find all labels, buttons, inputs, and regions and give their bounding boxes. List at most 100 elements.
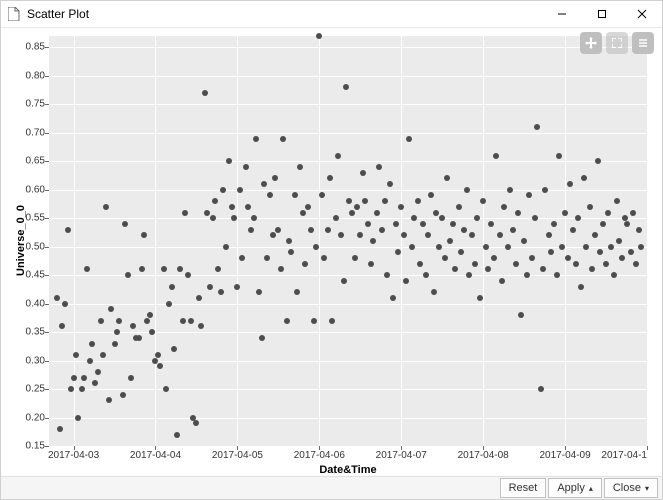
data-point bbox=[450, 221, 456, 227]
data-point bbox=[220, 187, 226, 193]
data-point bbox=[212, 198, 218, 204]
data-point bbox=[393, 221, 399, 227]
ytick-label: 0.80 bbox=[26, 70, 49, 81]
gridline-h bbox=[49, 247, 647, 248]
gridline-h bbox=[49, 418, 647, 419]
data-point bbox=[608, 244, 614, 250]
data-point bbox=[147, 312, 153, 318]
data-point bbox=[288, 249, 294, 255]
document-icon bbox=[7, 7, 21, 21]
data-point bbox=[341, 278, 347, 284]
data-point bbox=[79, 386, 85, 392]
data-point bbox=[546, 232, 552, 238]
data-point bbox=[95, 369, 101, 375]
ytick-label: 0.40 bbox=[26, 298, 49, 309]
data-point bbox=[313, 244, 319, 250]
data-point bbox=[84, 266, 90, 272]
gridline-h bbox=[49, 389, 647, 390]
xtick-label: 2017-04-07 bbox=[376, 446, 427, 461]
gridline-v bbox=[237, 36, 238, 446]
data-point bbox=[480, 198, 486, 204]
data-point bbox=[267, 192, 273, 198]
data-point bbox=[505, 244, 511, 250]
data-point bbox=[103, 204, 109, 210]
data-point bbox=[174, 432, 180, 438]
y-axis-title: Universe_0_0 bbox=[15, 205, 27, 276]
ytick-label: 0.55 bbox=[26, 213, 49, 224]
data-point bbox=[352, 255, 358, 261]
data-point bbox=[256, 289, 262, 295]
data-point bbox=[305, 204, 311, 210]
data-point bbox=[248, 227, 254, 233]
data-point bbox=[226, 158, 232, 164]
close-button[interactable] bbox=[622, 1, 662, 27]
data-point bbox=[616, 238, 622, 244]
data-point bbox=[253, 136, 259, 142]
close-panel-button[interactable]: Close▾ bbox=[604, 478, 658, 498]
gridline-h bbox=[49, 332, 647, 333]
data-point bbox=[382, 198, 388, 204]
data-point bbox=[229, 204, 235, 210]
data-point bbox=[316, 33, 322, 39]
data-point bbox=[204, 210, 210, 216]
apply-button[interactable]: Apply▴ bbox=[548, 478, 602, 498]
data-point bbox=[376, 164, 382, 170]
data-point bbox=[207, 284, 213, 290]
data-point bbox=[128, 375, 134, 381]
data-point bbox=[261, 181, 267, 187]
data-point bbox=[567, 181, 573, 187]
maximize-button[interactable] bbox=[582, 1, 622, 27]
data-point bbox=[365, 221, 371, 227]
data-point bbox=[81, 375, 87, 381]
reset-label: Reset bbox=[509, 482, 538, 494]
ytick-label: 0.45 bbox=[26, 270, 49, 281]
data-point bbox=[619, 255, 625, 261]
zoom-tool-icon[interactable] bbox=[606, 32, 628, 54]
data-point bbox=[534, 124, 540, 130]
data-point bbox=[327, 175, 333, 181]
data-point bbox=[595, 158, 601, 164]
ytick-label: 0.30 bbox=[26, 355, 49, 366]
data-point bbox=[447, 238, 453, 244]
xtick-label: 2017-04-06 bbox=[294, 446, 345, 461]
data-point bbox=[198, 323, 204, 329]
minimize-button[interactable] bbox=[542, 1, 582, 27]
caret-up-icon: ▴ bbox=[589, 484, 593, 493]
data-point bbox=[411, 215, 417, 221]
data-point bbox=[398, 204, 404, 210]
reset-button[interactable]: Reset bbox=[500, 478, 547, 498]
data-point bbox=[493, 153, 499, 159]
data-point bbox=[300, 210, 306, 216]
data-point bbox=[423, 272, 429, 278]
data-point bbox=[335, 153, 341, 159]
data-point bbox=[65, 227, 71, 233]
data-point bbox=[439, 215, 445, 221]
data-point bbox=[202, 90, 208, 96]
data-point bbox=[524, 272, 530, 278]
plot-area[interactable]: 0.150.200.250.300.350.400.450.500.550.60… bbox=[49, 36, 647, 446]
menu-tool-icon[interactable] bbox=[632, 32, 654, 54]
pan-tool-icon[interactable] bbox=[580, 32, 602, 54]
xtick-label: 2017-04-09 bbox=[540, 446, 591, 461]
data-point bbox=[311, 318, 317, 324]
gridline-h bbox=[49, 133, 647, 134]
data-point bbox=[210, 215, 216, 221]
gridline-h bbox=[49, 104, 647, 105]
data-point bbox=[272, 175, 278, 181]
data-point bbox=[259, 335, 265, 341]
ytick-label: 0.15 bbox=[26, 441, 49, 452]
data-point bbox=[420, 221, 426, 227]
plot-toolbar bbox=[580, 32, 654, 54]
gridline-v bbox=[483, 36, 484, 446]
data-point bbox=[529, 255, 535, 261]
data-point bbox=[559, 244, 565, 250]
data-point bbox=[452, 266, 458, 272]
data-point bbox=[401, 232, 407, 238]
data-point bbox=[75, 415, 81, 421]
gridline-h bbox=[49, 161, 647, 162]
data-point bbox=[196, 295, 202, 301]
data-point bbox=[180, 318, 186, 324]
data-point bbox=[431, 289, 437, 295]
data-point bbox=[538, 386, 544, 392]
data-point bbox=[354, 204, 360, 210]
